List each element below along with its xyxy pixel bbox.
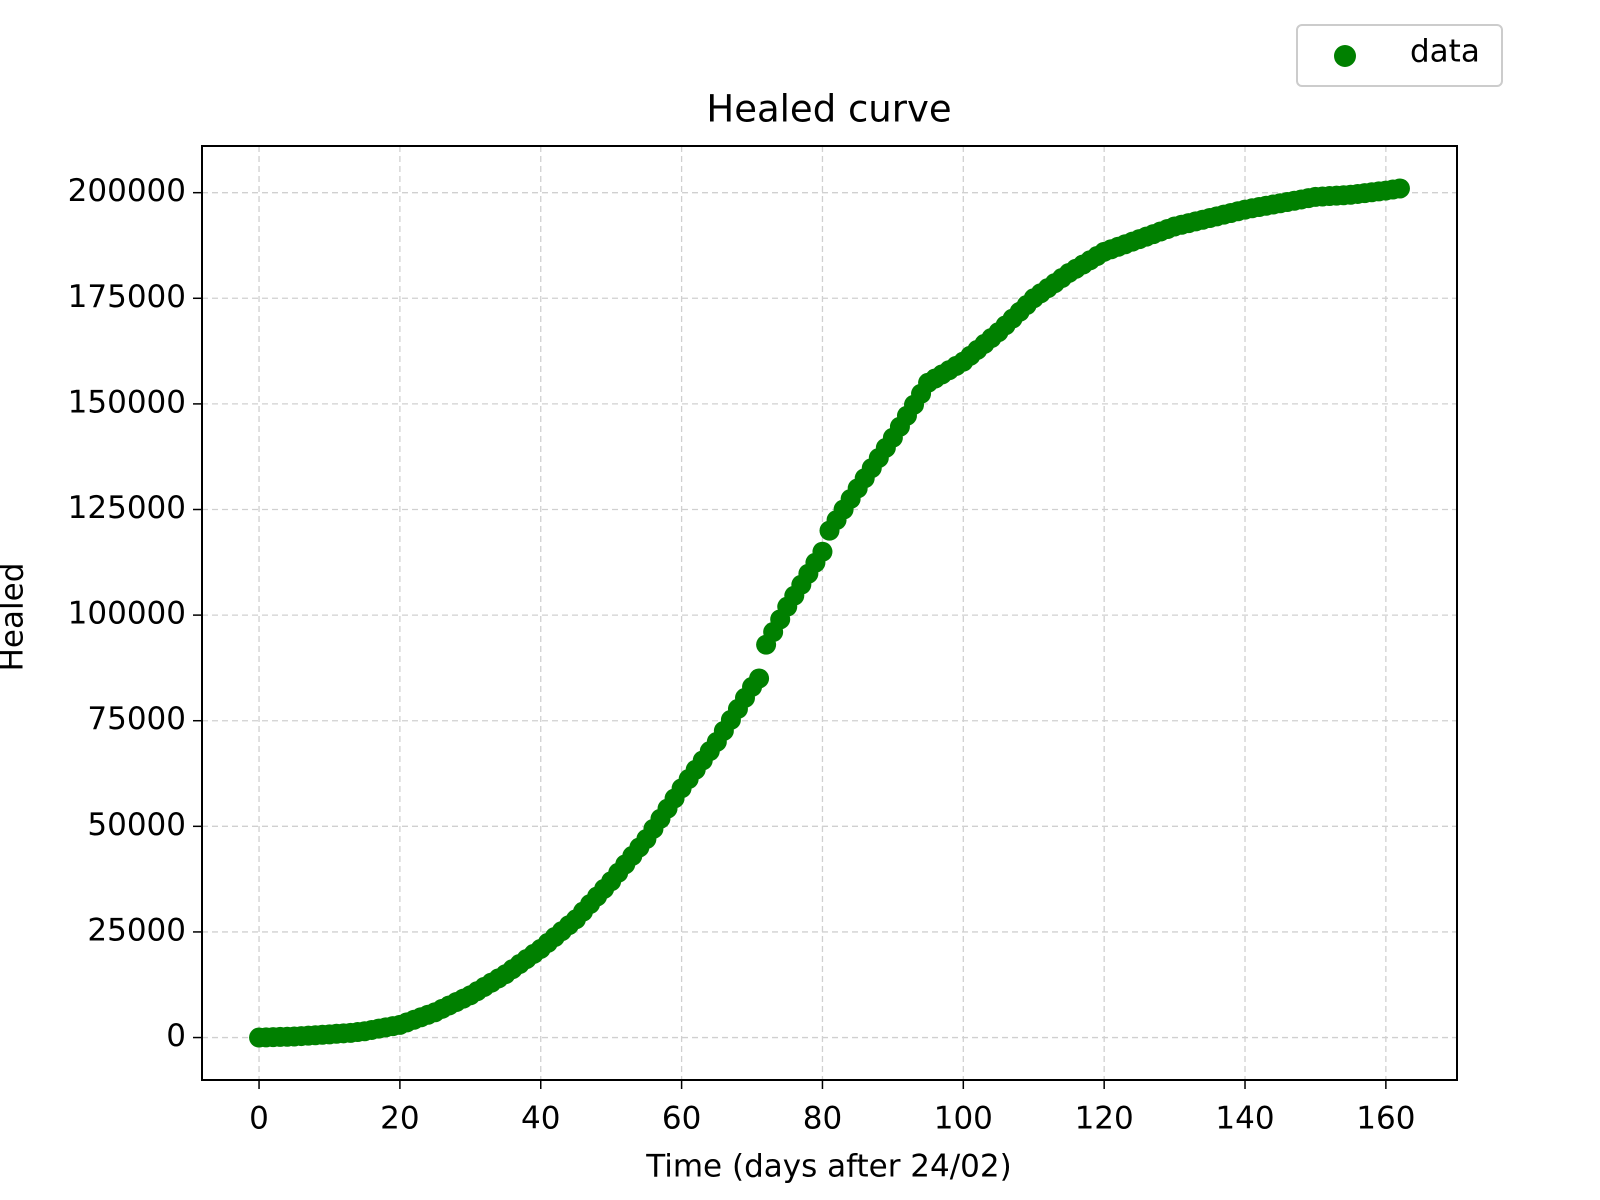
legend: data <box>1296 24 1503 87</box>
y-tick-label: 75000 <box>87 701 186 737</box>
x-tick-label: 40 <box>521 1101 560 1137</box>
point <box>1389 178 1410 199</box>
y-tick-label: 0 <box>166 1018 186 1054</box>
x-axis-label: Time (days after 24/02) <box>645 1149 1011 1185</box>
y-tick-label: 100000 <box>68 596 186 632</box>
x-tick-label: 120 <box>1075 1101 1134 1137</box>
y-tick-label: 175000 <box>68 279 186 315</box>
legend-label: data <box>1410 34 1480 70</box>
x-tick-label: 60 <box>662 1101 701 1137</box>
point <box>812 541 833 562</box>
x-tick-label: 20 <box>380 1101 419 1137</box>
legend-marker <box>1334 45 1356 67</box>
x-tick-label: 140 <box>1215 1101 1274 1137</box>
y-tick-label: 125000 <box>68 490 186 526</box>
legend-box <box>1296 24 1503 87</box>
x-tick-label: 80 <box>803 1101 842 1137</box>
x-tick-label: 0 <box>249 1101 269 1137</box>
y-tick-label: 25000 <box>87 912 186 948</box>
plot-frame <box>201 145 1458 1081</box>
chart-title: Healed curve <box>706 88 951 131</box>
x-tick-label: 100 <box>934 1101 993 1137</box>
grid <box>202 146 1457 1080</box>
y-tick-label: 200000 <box>68 173 186 209</box>
y-tick-label: 50000 <box>87 807 186 843</box>
y-tick-label: 150000 <box>68 384 186 420</box>
marks <box>249 178 1410 1048</box>
x-tick-label: 160 <box>1356 1101 1415 1137</box>
point <box>749 668 770 689</box>
y-axis-label: Healed <box>0 563 31 672</box>
